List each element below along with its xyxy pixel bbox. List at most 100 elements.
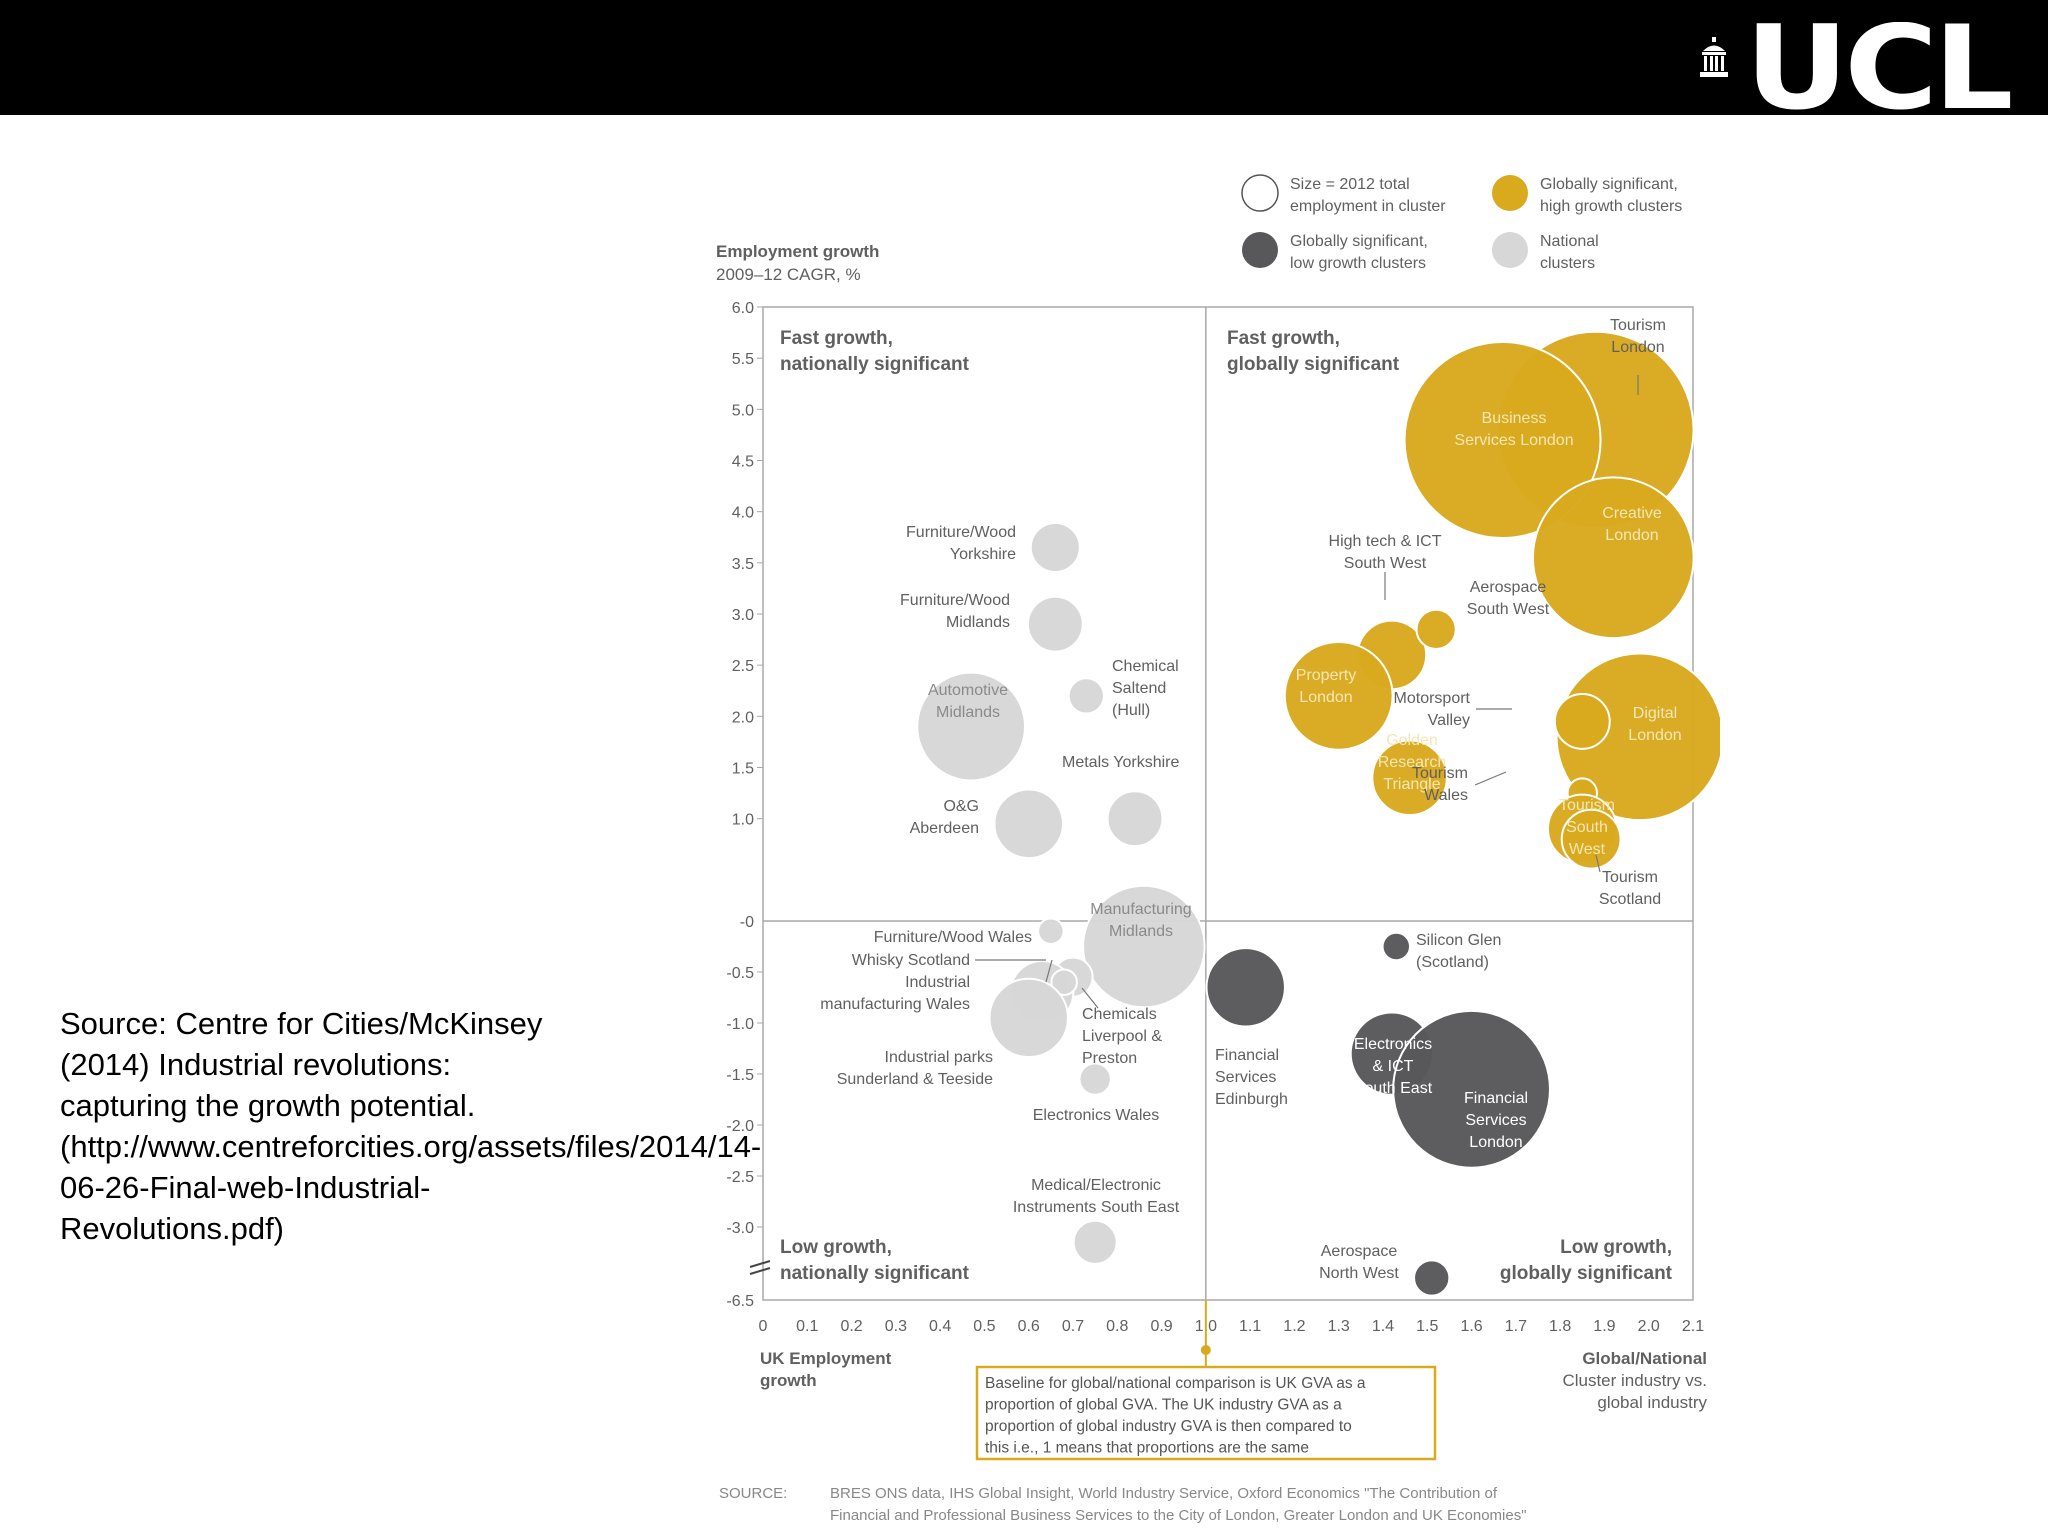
bubble-label: Preston [1082, 1050, 1137, 1067]
y-tick-label: -1.5 [726, 1067, 754, 1084]
bubble-label: Industrial [905, 974, 970, 991]
bubble-point [1531, 476, 1695, 640]
x-tick-label: 1.9 [1593, 1318, 1615, 1335]
x-tick-label: 0.6 [1018, 1318, 1040, 1335]
legend-swatch [1241, 174, 1279, 212]
y-tick-label: 4.0 [732, 505, 754, 522]
legend-swatch [1492, 175, 1528, 211]
bubble-label: Midlands [936, 704, 1000, 721]
quadrant-label: Low growth, [1560, 1237, 1672, 1258]
leader-line [1474, 771, 1507, 786]
ucl-wordmark: UCL [1744, 22, 2011, 115]
annotation-marker [1200, 1345, 1211, 1355]
x-axis-right-title: Cluster industry vs. [1562, 1371, 1707, 1390]
bubble-label: Electronics [1354, 1036, 1432, 1053]
bubble-label: South West [1344, 555, 1427, 572]
axis-break-mark [749, 1260, 771, 1275]
x-tick-label: 2.0 [1638, 1318, 1660, 1335]
bubble-label: London [1469, 1134, 1522, 1151]
annotation-text: Baseline for global/national comparison … [985, 1375, 1366, 1392]
bubble-label: Midlands [946, 614, 1010, 631]
bubble-label: Liverpool & [1082, 1028, 1162, 1045]
chart-source-label: SOURCE: [719, 1485, 787, 1502]
bubble-point [1413, 1259, 1451, 1297]
y-tick-label: -2.5 [726, 1169, 754, 1186]
bubble-label: Edinburgh [1215, 1091, 1288, 1108]
bubble-label: Aerospace [1321, 1243, 1398, 1260]
bubble-label: London [1299, 689, 1352, 706]
bubble-label: Tourism [1559, 797, 1615, 814]
bubble-point [1029, 521, 1081, 573]
legend-label: Globally significant, [1290, 233, 1428, 250]
legend-swatch [1492, 232, 1528, 268]
header-bar: UCL [0, 0, 2048, 115]
bubble-label: Chemical [1112, 658, 1179, 675]
x-tick-label: 0.1 [796, 1318, 818, 1335]
bubble-label: Financial [1215, 1047, 1279, 1064]
bubble-label: Research [1378, 754, 1446, 771]
bubble-label: Tourism [1412, 765, 1468, 782]
y-axis-title: Employment growth [716, 242, 879, 261]
bubble-point [1555, 652, 1720, 822]
bubble-label: Industrial parks [885, 1049, 994, 1066]
bubble-point [1037, 917, 1065, 945]
bubble-label: Sunderland & Teeside [837, 1071, 993, 1088]
bubble-point [1050, 968, 1078, 996]
quadrant-label: Fast growth, [780, 328, 893, 349]
bubble-point [1072, 1219, 1118, 1265]
bubble-label: Furniture/Wood [906, 524, 1016, 541]
bubble-point [1067, 677, 1105, 715]
quadrant-label: globally significant [1500, 1263, 1673, 1284]
y-tick-label: 3.0 [732, 607, 754, 624]
y-tick-label: 5.5 [732, 351, 754, 368]
bubble-label: O&G [943, 798, 979, 815]
y-tick-label: -0.5 [726, 965, 754, 982]
bubble-label: Metals Yorkshire [1062, 754, 1179, 771]
bubble-label: Creative [1602, 505, 1662, 522]
bubble-label: Triangle [1383, 776, 1440, 793]
bubble-label: London [1611, 339, 1664, 356]
bubble-label: Services [1215, 1069, 1276, 1086]
x-tick-label: 1.7 [1505, 1318, 1527, 1335]
bubble-label: Yorkshire [950, 546, 1016, 563]
chart-source-text: BRES ONS data, IHS Global Insight, World… [830, 1485, 1498, 1502]
bubble-label: Aberdeen [910, 820, 979, 837]
annotation-box [975, 1365, 1437, 1461]
bubble-label: Property [1296, 667, 1356, 684]
legend-label: National [1540, 233, 1599, 250]
bubble-label: Valley [1428, 712, 1470, 729]
x-tick-label: 1.3 [1328, 1318, 1350, 1335]
quadrant-label: globally significant [1227, 354, 1400, 375]
x-tick-label: 1.8 [1549, 1318, 1571, 1335]
bubble-point [988, 977, 1069, 1059]
bubble-label: Automotive [928, 682, 1008, 699]
bubble-label: South East [1354, 1080, 1433, 1097]
x-tick-label: 1.2 [1283, 1318, 1305, 1335]
bubble-point [1415, 608, 1457, 650]
legend-label: high growth clusters [1540, 198, 1682, 215]
bubble-label: Silicon Glen [1416, 932, 1501, 949]
x-tick-label: 0.2 [840, 1318, 862, 1335]
bubble-label: Medical/Electronic [1031, 1177, 1161, 1194]
y-tick-label: 2.5 [732, 658, 754, 675]
x-tick-label: 1.4 [1372, 1318, 1394, 1335]
leader-line [1045, 959, 1053, 983]
y-tick-label: 6.0 [732, 300, 754, 317]
x-tick-label: 0.8 [1106, 1318, 1128, 1335]
legend-label: Globally significant, [1540, 176, 1678, 193]
bubble-point [1403, 341, 1602, 540]
bubble-label: Digital [1633, 705, 1677, 722]
legend-label: employment in cluster [1290, 198, 1446, 215]
x-tick-label: 0.7 [1062, 1318, 1084, 1335]
ucl-logo: UCL [1699, 22, 2010, 115]
plot-frame [762, 306, 1694, 1301]
bubble-label: (Scotland) [1416, 954, 1489, 971]
annotation-text: proportion of global industry GVA is the… [985, 1418, 1352, 1435]
quadrant-label: nationally significant [780, 354, 970, 375]
bubble-label: High tech & ICT [1329, 533, 1442, 550]
bubble-label: Motorsport [1394, 690, 1471, 707]
bubble-label: Electronics Wales [1033, 1107, 1160, 1124]
bubble-point [1078, 1062, 1112, 1096]
bubble-label: North West [1319, 1265, 1399, 1282]
bubble-point [1026, 595, 1084, 653]
